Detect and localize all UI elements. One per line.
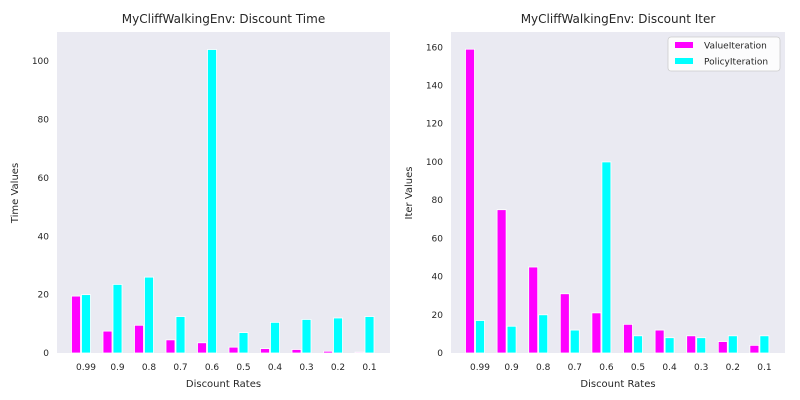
left-y-ticks: 0 20 40 60 80 100 xyxy=(32,57,49,359)
right-bar-policy-iteration xyxy=(601,161,612,354)
right-bar-value-iteration xyxy=(559,293,570,354)
left-y-axis-label: Time Values xyxy=(10,163,21,224)
right-bar-value-iteration xyxy=(749,344,760,354)
left-x-tick-label: 0.8 xyxy=(142,363,157,373)
right-bar-value-iteration xyxy=(623,323,633,354)
right-bar-value-iteration xyxy=(591,312,602,354)
left-x-tick-label: 0.4 xyxy=(268,363,283,373)
left-y-tick-label: 20 xyxy=(38,291,50,301)
right-bar-policy-iteration xyxy=(569,329,580,354)
right-x-tick-label: 0.7 xyxy=(568,363,582,373)
right-bar-policy-iteration xyxy=(633,335,643,354)
right-y-tick-label: 80 xyxy=(432,196,444,206)
left-bar-value-iteration xyxy=(134,324,144,354)
legend: ValueIteration PolicyIteration xyxy=(667,36,781,72)
right-bar-value-iteration xyxy=(465,48,475,354)
left-bar-value-iteration xyxy=(165,339,176,354)
right-y-tick-label: 40 xyxy=(432,273,444,283)
left-x-tick-label: 0.3 xyxy=(299,363,313,373)
left-bars xyxy=(71,49,375,354)
left-bar-value-iteration xyxy=(291,349,302,354)
left-chart: MyCliffWalkingEnv: Discount Time 0 20 40 60… xyxy=(10,12,390,390)
right-bar-value-iteration xyxy=(528,266,539,354)
left-chart-title: MyCliffWalkingEnv: Discount Time xyxy=(122,12,325,26)
right-chart: MyCliffWalkingEnv: Discount Iter 0 20 40 60… xyxy=(404,12,785,390)
left-bar-value-iteration xyxy=(260,348,270,354)
right-y-tick-label: 60 xyxy=(432,234,444,244)
right-x-tick-label: 0.5 xyxy=(631,363,645,373)
left-bar-policy-iteration xyxy=(270,321,280,354)
left-bar-value-iteration xyxy=(323,350,333,354)
right-bar-policy-iteration xyxy=(727,335,738,354)
left-y-tick-label: 0 xyxy=(43,349,49,359)
right-bar-value-iteration xyxy=(496,209,507,354)
left-bar-policy-iteration xyxy=(144,276,154,354)
left-plot-area xyxy=(57,32,390,353)
right-y-tick-label: 0 xyxy=(437,349,443,359)
left-x-tick-label: 0.5 xyxy=(236,363,250,373)
left-bar-policy-iteration xyxy=(333,317,343,354)
left-bar-value-iteration xyxy=(228,346,239,354)
right-bar-value-iteration xyxy=(686,335,697,354)
right-y-ticks: 0 20 40 60 80 100 120 140 160 xyxy=(426,43,443,359)
left-bar-value-iteration xyxy=(354,351,365,354)
legend-box xyxy=(667,36,781,72)
right-y-tick-label: 140 xyxy=(426,82,443,92)
right-bar-policy-iteration xyxy=(538,314,549,354)
left-x-axis-label: Discount Rates xyxy=(186,379,261,390)
right-chart-title: MyCliffWalkingEnv: Discount Iter xyxy=(521,12,716,26)
left-y-tick-label: 100 xyxy=(32,57,49,67)
right-x-tick-label: 0.6 xyxy=(599,363,614,373)
right-bar-policy-iteration xyxy=(759,335,770,354)
right-bar-policy-iteration xyxy=(475,320,485,354)
left-x-tick-label: 0.6 xyxy=(205,363,220,373)
right-x-tick-label: 0.9 xyxy=(504,363,519,373)
left-x-tick-label: 0.1 xyxy=(362,363,376,373)
right-x-tick-label: 0.4 xyxy=(662,363,677,373)
right-y-tick-label: 20 xyxy=(432,311,444,321)
right-x-tick-label: 0.99 xyxy=(470,363,490,373)
left-bar-policy-iteration xyxy=(301,319,312,354)
legend-label-policy-iteration: PolicyIteration xyxy=(704,58,768,68)
right-y-tick-label: 120 xyxy=(426,120,443,130)
left-bar-value-iteration xyxy=(71,295,81,354)
right-bar-policy-iteration xyxy=(506,325,517,354)
right-x-tick-label: 0.3 xyxy=(694,363,708,373)
left-bar-policy-iteration xyxy=(207,49,217,354)
right-bar-policy-iteration xyxy=(696,337,707,354)
left-x-tick-label: 0.9 xyxy=(110,363,125,373)
legend-swatch-value-iteration xyxy=(675,42,693,48)
left-x-tick-label: 0.7 xyxy=(173,363,187,373)
right-x-ticks: 0.99 0.9 0.8 0.7 0.6 0.5 0.4 0.3 0.2 0.1 xyxy=(470,363,772,373)
right-bar-policy-iteration xyxy=(664,337,675,354)
left-y-tick-label: 80 xyxy=(38,116,50,126)
right-x-tick-label: 0.8 xyxy=(536,363,551,373)
right-bar-value-iteration xyxy=(654,329,665,354)
right-x-tick-label: 0.2 xyxy=(726,363,740,373)
left-bar-value-iteration xyxy=(197,342,207,354)
right-x-axis-label: Discount Rates xyxy=(580,379,655,390)
left-bar-policy-iteration xyxy=(238,332,249,354)
left-bar-policy-iteration xyxy=(112,284,123,354)
left-x-ticks: 0.99 0.9 0.8 0.7 0.6 0.5 0.4 0.3 0.2 0.1 xyxy=(76,363,377,373)
right-bars xyxy=(465,48,770,354)
left-x-tick-label: 0.2 xyxy=(331,363,345,373)
left-y-tick-label: 40 xyxy=(38,232,50,242)
legend-swatch-policy-iteration xyxy=(675,58,693,64)
right-y-axis-label: Iter Values xyxy=(404,167,415,220)
left-bar-value-iteration xyxy=(102,330,113,354)
left-bar-policy-iteration xyxy=(81,294,91,354)
right-x-tick-label: 0.1 xyxy=(757,363,771,373)
right-y-tick-label: 100 xyxy=(426,158,443,168)
left-bar-policy-iteration xyxy=(175,316,186,354)
left-bar-policy-iteration xyxy=(364,316,375,354)
left-x-tick-label: 0.99 xyxy=(76,363,96,373)
legend-label-value-iteration: ValueIteration xyxy=(704,42,767,52)
right-y-tick-label: 160 xyxy=(426,43,443,53)
right-bar-value-iteration xyxy=(717,341,728,354)
right-plot-area xyxy=(451,32,785,353)
left-y-tick-label: 60 xyxy=(38,174,50,184)
